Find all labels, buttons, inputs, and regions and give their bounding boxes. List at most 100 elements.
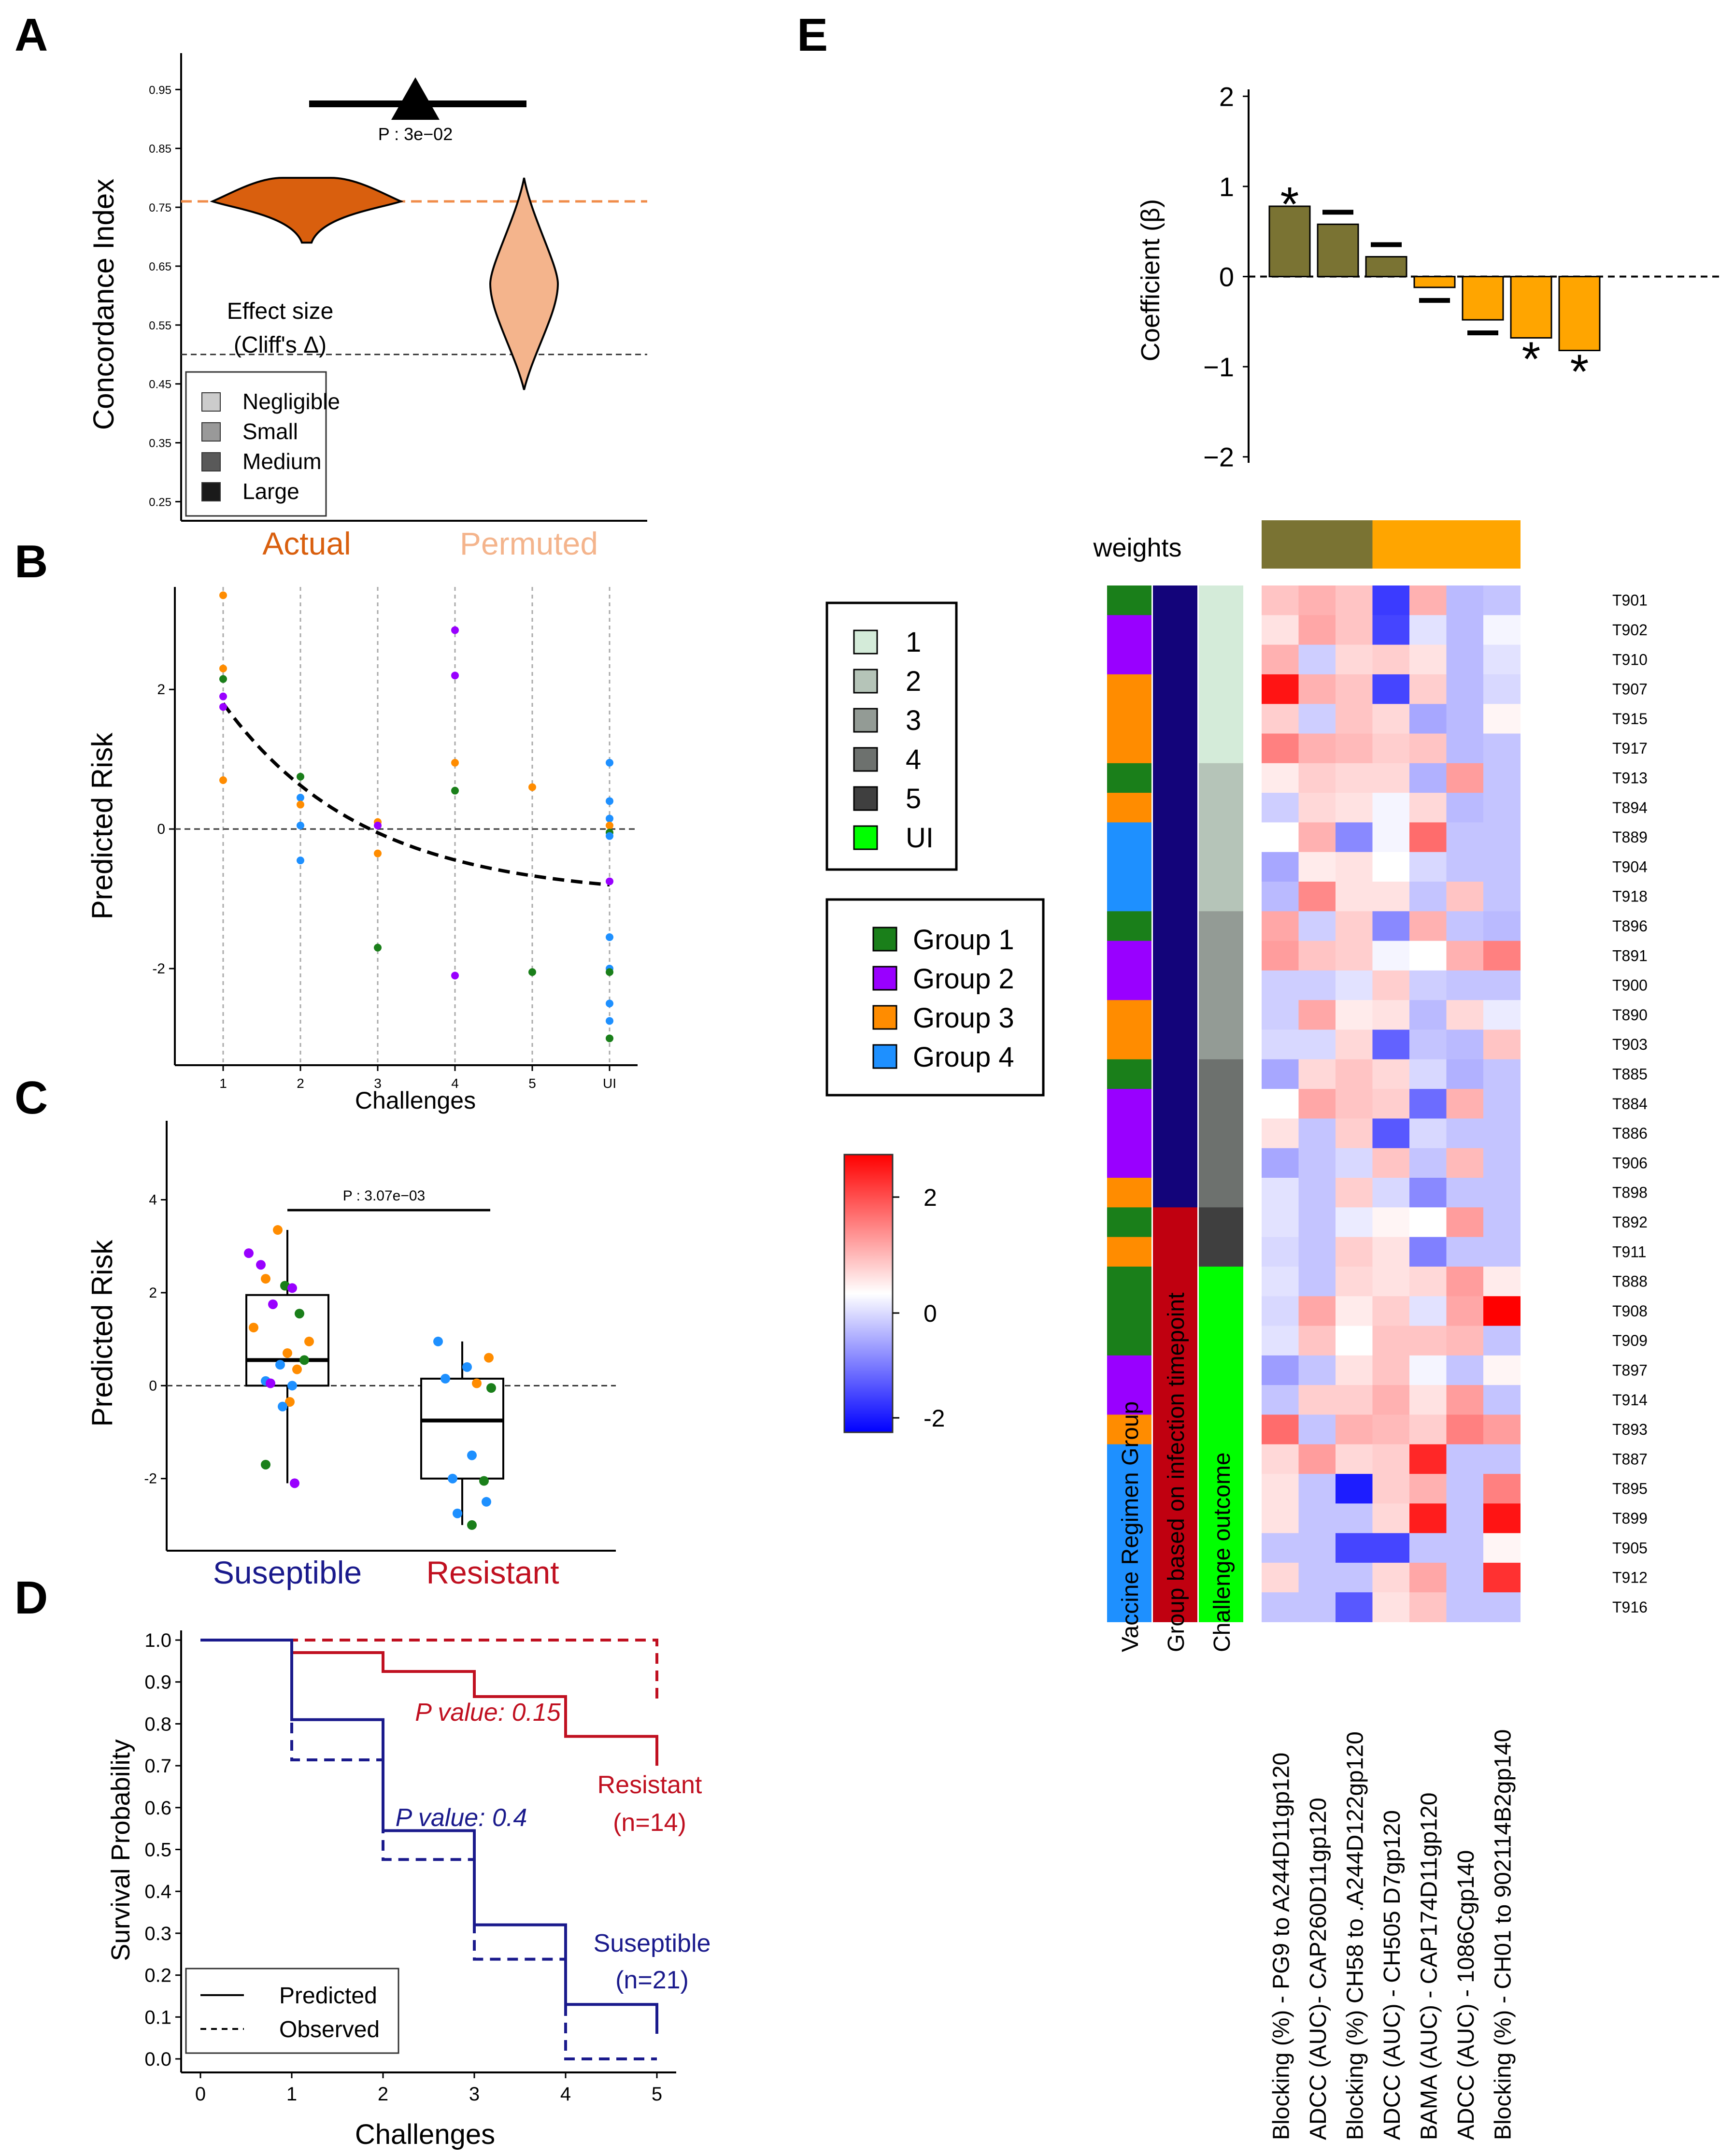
heatmap-row-label: T886	[1612, 1125, 1648, 1142]
panel-c-y-tick-label: -2	[144, 1471, 157, 1487]
panel-c-point	[433, 1336, 443, 1346]
heatmap-cell	[1483, 1474, 1521, 1504]
annot-infection-group-cell	[1153, 1207, 1197, 1238]
heatmap-cell	[1446, 1118, 1484, 1149]
heatmap-cell	[1336, 1178, 1373, 1208]
heatmap-cell	[1262, 1178, 1299, 1208]
heatmap-row-label: T891	[1612, 947, 1648, 964]
significance-mark: *	[1280, 177, 1299, 231]
panel-b-x-tick-label: 3	[374, 1076, 382, 1091]
panel-b-point	[606, 1017, 613, 1025]
annot-vaccine-group-cell	[1107, 585, 1151, 615]
panel-b-x-tick-label: 1	[219, 1076, 227, 1091]
heatmap-cell	[1298, 1444, 1336, 1474]
significance-dash	[1467, 330, 1498, 336]
heatmap-column-label: ADCC (AUC)- CAP260D11gp120	[1306, 1798, 1331, 2140]
annot-infection-group-cell	[1153, 615, 1197, 645]
panel-e-y-tick-label: 0	[1219, 262, 1234, 292]
heatmap-cell	[1483, 1562, 1521, 1593]
heatmap-cell	[1262, 585, 1299, 615]
panel-b-ylabel: Predicted Risk	[86, 732, 118, 920]
heatmap-cell	[1372, 1237, 1410, 1267]
heatmap-cell	[1372, 1000, 1410, 1030]
effect-legend-label: Medium	[242, 449, 322, 474]
annot-infection-group-cell	[1153, 1089, 1197, 1119]
heatmap-cell	[1336, 1029, 1373, 1060]
panel-letter-b: B	[14, 536, 48, 587]
heatmap-row-label: T902	[1612, 621, 1648, 639]
heatmap-cell	[1372, 1562, 1410, 1593]
annot-challenge-outcome-cell	[1199, 1533, 1243, 1563]
panel-d-y-tick-label: 0.7	[144, 1756, 171, 1777]
heatmap-cell	[1372, 585, 1410, 615]
legend-predicted-label: Predicted	[279, 1983, 377, 2009]
panel-b-point	[297, 800, 304, 809]
heatmap-cell	[1262, 1118, 1299, 1149]
panel-c-box	[245, 1294, 329, 1387]
weights-cell	[1483, 520, 1521, 569]
panel-b-point	[219, 675, 227, 683]
heatmap-cell	[1262, 1207, 1299, 1238]
heatmap-cell	[1298, 1474, 1336, 1504]
annot-infection-group-cell	[1153, 1562, 1197, 1593]
heatmap-cell	[1298, 763, 1336, 793]
annot-infection-group-cell	[1153, 733, 1197, 764]
heatmap-cell	[1372, 1118, 1410, 1149]
annot-challenge-outcome-cell	[1199, 615, 1243, 645]
annot-infection-group-cell	[1153, 1148, 1197, 1178]
heatmap-cell	[1483, 1266, 1521, 1297]
panel-c-point	[280, 1281, 290, 1291]
annot-infection-group-cell	[1153, 1296, 1197, 1326]
panel-e-heatmap: weights T901 T902 T910 T907 T915 T917 T913 T894…	[825, 520, 1648, 2140]
heatmap-cell	[1409, 1178, 1447, 1208]
heatmap-cell	[1409, 1562, 1447, 1593]
panel-b-point	[606, 999, 613, 1008]
group-legend-swatch	[872, 927, 897, 952]
heatmap-cell	[1262, 1059, 1299, 1089]
panel-c-point	[268, 1299, 278, 1309]
weights-cell	[1298, 520, 1336, 569]
heatmap-row-label: T908	[1612, 1302, 1648, 1320]
heatmap-cell	[1446, 615, 1484, 645]
outcome-legend-label: 4	[906, 744, 921, 775]
heatmap-column-label: ADCC (AUC) - 1086Cgp140	[1453, 1850, 1479, 2140]
annot-challenge-outcome-cell	[1199, 822, 1243, 853]
survival-line-suseptible-observed	[200, 1639, 657, 2060]
annot-infection-group-cell	[1153, 1592, 1197, 1622]
heatmap-cell	[1262, 1000, 1299, 1030]
category-label-actual: Actual	[262, 526, 351, 561]
annotation-column-label: Challenge outcome	[1209, 1452, 1235, 1652]
panel-d-y-tick-label: 0.2	[144, 1965, 171, 1986]
heatmap-cell	[1483, 1444, 1521, 1474]
heatmap-cell	[1372, 1414, 1410, 1445]
annot-vaccine-group-cell	[1107, 970, 1151, 1000]
heatmap-cell	[1409, 1444, 1447, 1474]
annot-vaccine-group-cell	[1107, 1414, 1151, 1445]
heatmap-cell	[1298, 1089, 1336, 1119]
significance-mark: *	[1570, 345, 1589, 399]
heatmap-cell	[1262, 1089, 1299, 1119]
coefficient-bar	[1317, 223, 1359, 277]
heatmap-cell	[1446, 1207, 1484, 1238]
panel-d-x-tick-label: 5	[652, 2084, 662, 2105]
panel-c-point	[484, 1353, 494, 1363]
panel-e-ylabel: Coefficient (β)	[1136, 199, 1165, 361]
heatmap-cell	[1446, 1474, 1484, 1504]
heatmap-cell	[1483, 882, 1521, 912]
heatmap-cell	[1409, 644, 1447, 675]
heatmap-cell	[1262, 763, 1299, 793]
heatmap-cell	[1483, 1385, 1521, 1415]
heatmap-cell	[1483, 615, 1521, 645]
annot-infection-group-cell	[1153, 1326, 1197, 1356]
panel-c-point	[448, 1473, 457, 1484]
heatmap-cell	[1446, 1148, 1484, 1178]
heatmap-cell	[1262, 1237, 1299, 1267]
heatmap-cell	[1262, 1385, 1299, 1415]
panel-e-y-tick-label: 1	[1219, 171, 1234, 202]
heatmap-cell	[1409, 1207, 1447, 1238]
annot-infection-group-cell	[1153, 1533, 1197, 1563]
heatmap-cell	[1336, 1562, 1373, 1593]
heatmap-cell	[1336, 1503, 1373, 1534]
effect-legend-label: Large	[242, 479, 299, 504]
heatmap-cell	[1372, 1207, 1410, 1238]
